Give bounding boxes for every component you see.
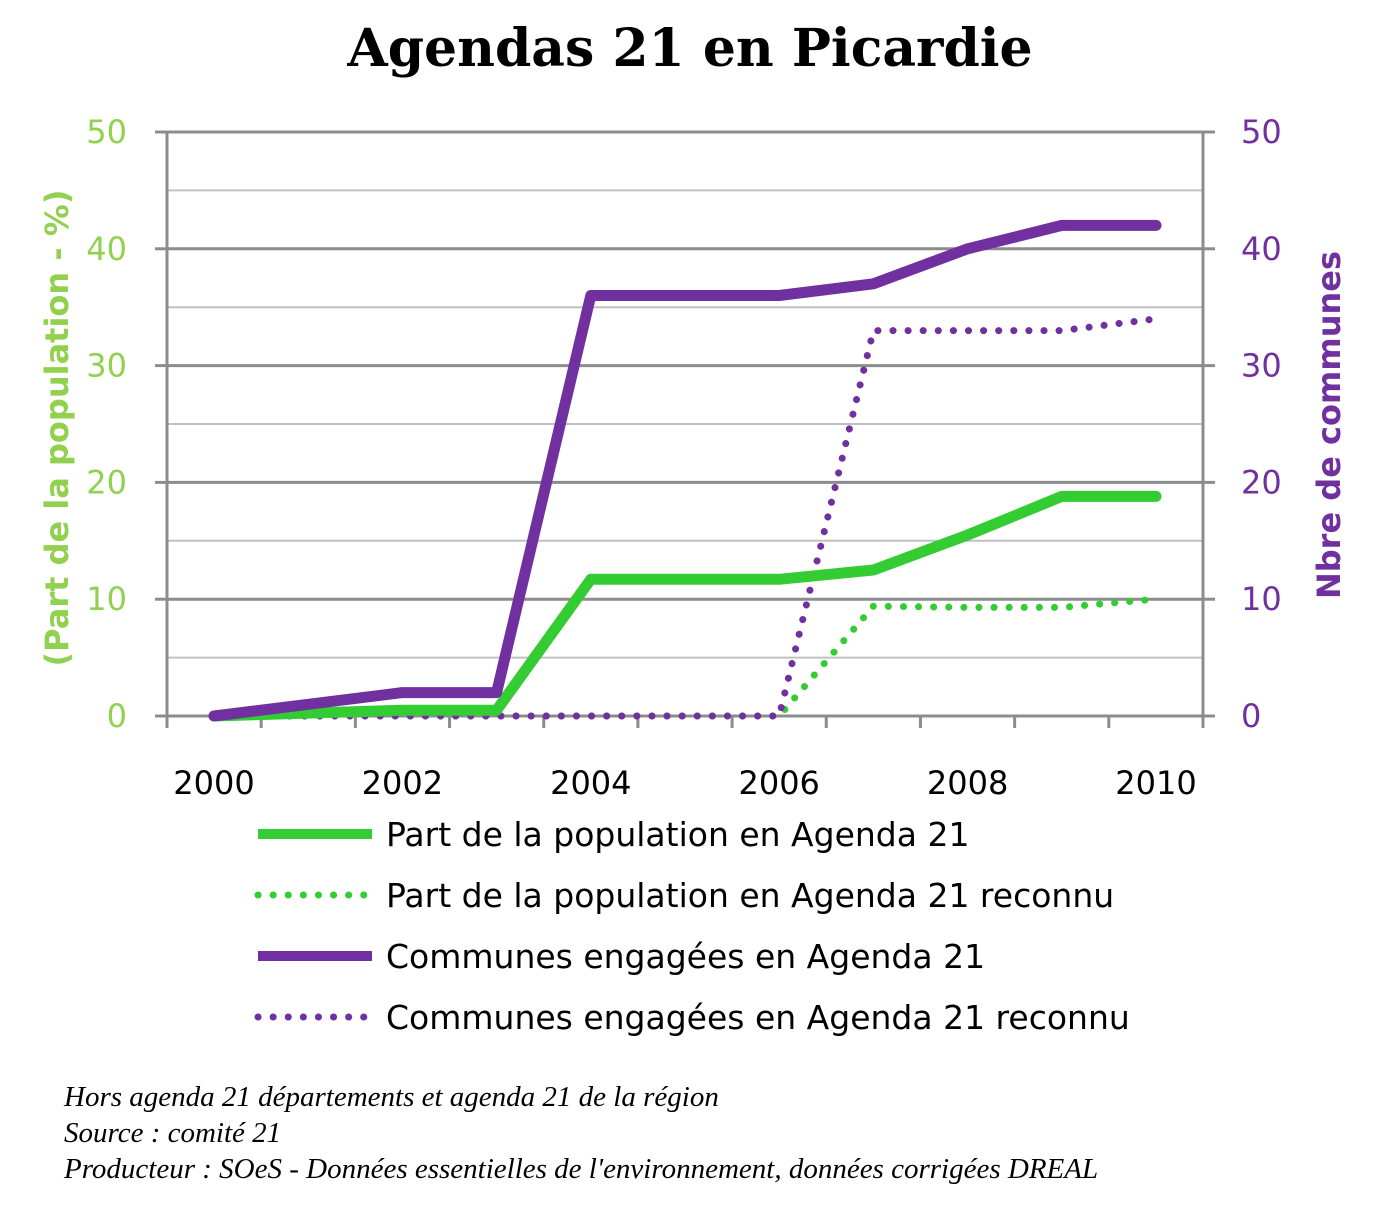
x-tick-label: 2002 — [362, 764, 443, 802]
left-tick-label: 0 — [107, 697, 127, 735]
chart-title: Agendas 21 en Picardie — [346, 18, 1032, 79]
series-lines — [208, 219, 1162, 722]
right-axis-ticks: 0 10 20 30 40 50 — [1241, 113, 1282, 735]
left-tick-label: 40 — [86, 230, 127, 268]
legend: Part de la population en Agenda 21 Part d… — [254, 815, 1130, 1037]
left-axis-label: (Part de la population - %) — [38, 190, 76, 667]
right-tick-label: 10 — [1241, 580, 1282, 618]
x-tick-label: 2006 — [738, 764, 819, 802]
x-tick-label: 2004 — [550, 764, 631, 802]
left-tick-label: 30 — [86, 347, 127, 385]
series-line-4 — [210, 315, 1160, 720]
series-line-3 — [208, 219, 1162, 722]
left-axis-ticks: 0 10 20 30 40 50 — [86, 113, 127, 735]
legend-label-3: Communes engagées en Agenda 21 — [386, 937, 985, 976]
left-tick-label: 50 — [86, 113, 127, 151]
right-tick-label: 40 — [1241, 230, 1282, 268]
notes: Hors agenda 21 départements et agenda 21… — [63, 1081, 1098, 1185]
right-tick-label: 50 — [1241, 113, 1282, 151]
x-axis-ticks: 2000 2002 2004 2006 2008 2010 — [173, 764, 1196, 802]
x-tick-label: 2008 — [927, 764, 1008, 802]
right-tick-label: 20 — [1241, 463, 1282, 501]
note-line-1: Hors agenda 21 départements et agenda 21… — [63, 1081, 719, 1113]
legend-label-1: Part de la population en Agenda 21 — [386, 815, 969, 854]
grid-lines — [167, 130, 1203, 659]
note-line-2: Source : comité 21 — [64, 1117, 281, 1149]
series-line-1 — [208, 490, 1162, 722]
right-axis-label: Nbre de communes — [1310, 251, 1348, 599]
note-line-3: Producteur : SOeS - Données essentielles… — [63, 1153, 1098, 1185]
left-tick-label: 20 — [86, 463, 127, 501]
right-tick-label: 0 — [1241, 697, 1261, 735]
legend-label-2: Part de la population en Agenda 21 recon… — [386, 876, 1114, 915]
right-tick-label: 30 — [1241, 347, 1282, 385]
x-tick-label: 2010 — [1115, 764, 1196, 802]
left-tick-label: 10 — [86, 580, 127, 618]
legend-label-4: Communes engagées en Agenda 21 reconnu — [386, 998, 1130, 1037]
x-tick-label: 2000 — [173, 764, 254, 802]
